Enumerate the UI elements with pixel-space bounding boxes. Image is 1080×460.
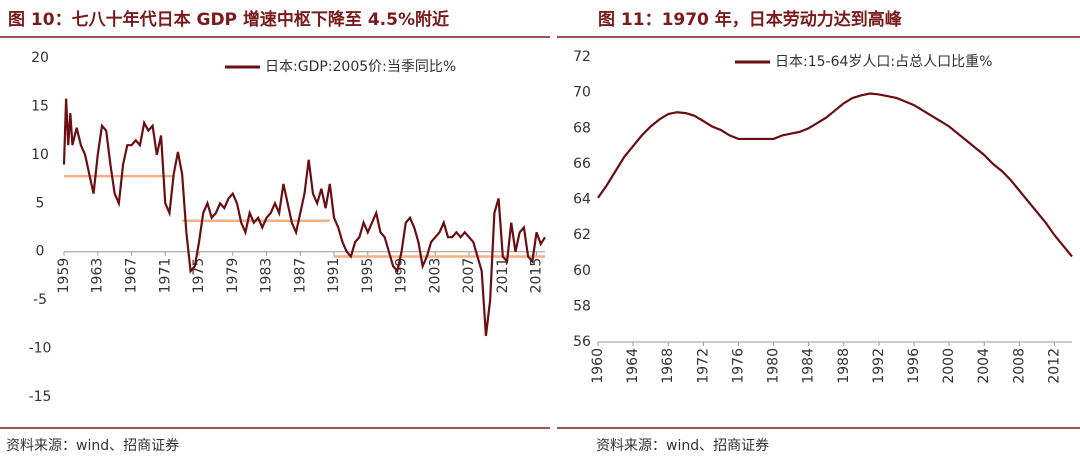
y-tick-label: 68 [573,120,591,136]
x-tick-label: 1995 [360,258,376,294]
x-tick-label: 2011 [495,258,511,294]
legend-label: 日本:GDP:2005价:当季同比% [265,59,456,75]
y-tick-label: 0 [36,244,45,260]
x-tick-label: 1968 [660,348,676,384]
x-tick-label: 1963 [90,258,106,294]
y-tick-label: 62 [573,227,591,243]
x-tick-label: 1975 [191,258,207,294]
x-tick-label: 1987 [292,258,308,294]
y-tick-label: 64 [573,192,591,208]
y-tick-label: 70 [573,85,591,101]
x-tick-label: 1996 [906,348,922,384]
y-tick-label: 56 [573,334,591,350]
y-tick-label: 20 [31,50,49,66]
y-tick-label: 5 [36,195,45,211]
x-tick-label: 1999 [394,258,410,294]
y-tick-label: 58 [573,298,591,314]
series-line [597,92,1073,258]
chart-title: 图 11：1970 年，日本劳动力达到高峰 [598,9,903,30]
x-tick-label: 1967 [124,258,140,294]
x-tick-label: 1964 [625,348,641,384]
x-tick-label: 2004 [976,348,992,384]
x-tick-label: 1988 [836,348,852,384]
legend-label: 日本:15-64岁人口:占总人口比重% [775,54,992,70]
x-tick-label: 1960 [590,348,606,384]
y-tick-label: -10 [29,341,52,357]
x-tick-label: 1992 [871,348,887,384]
y-tick-label: 66 [573,156,591,172]
x-tick-label: 1971 [157,258,173,294]
source: 资料来源：wind、招商证券 [6,438,179,454]
x-tick-label: 1984 [801,348,817,384]
x-tick-label: 1983 [259,258,275,294]
x-tick-label: 2007 [461,258,477,294]
x-tick-label: 2015 [529,258,545,294]
x-tick-label: 2012 [1046,348,1062,384]
x-tick-label: 2000 [941,348,957,384]
source: 资料来源：wind、招商证券 [596,438,769,454]
y-tick-label: 15 [31,98,49,114]
y-tick-label: -15 [29,389,52,405]
series-line [62,98,546,337]
x-tick-label: 2003 [427,258,443,294]
x-tick-label: 1980 [766,348,782,384]
y-tick-label: 60 [573,263,591,279]
chart-title: 图 10：七八十年代日本 GDP 增速中枢下降至 4.5%附近 [8,9,449,30]
y-tick-label: 10 [31,147,49,163]
x-tick-label: 1976 [730,348,746,384]
x-tick-label: 2008 [1011,348,1027,384]
x-tick-label: 1959 [56,258,72,294]
y-tick-label: -5 [33,292,47,308]
x-tick-label: 1972 [695,348,711,384]
y-tick-label: 72 [573,49,591,65]
x-tick-label: 1979 [225,258,241,294]
x-tick-label: 1991 [326,258,342,294]
